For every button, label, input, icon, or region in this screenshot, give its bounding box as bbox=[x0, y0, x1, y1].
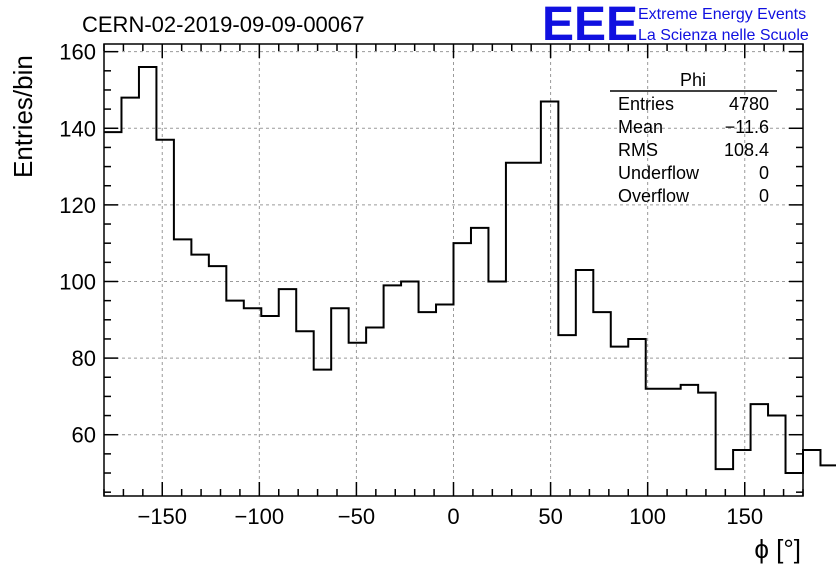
x-tick-label: 0 bbox=[447, 504, 459, 529]
x-tick-label: −50 bbox=[338, 504, 375, 529]
chart-title: CERN-02-2019-09-09-00067 bbox=[82, 12, 365, 37]
stats-label: Overflow bbox=[618, 186, 690, 206]
x-axis-title: ϕ [°] bbox=[754, 534, 801, 564]
eee-logo-mark: EEE bbox=[542, 0, 638, 51]
stats-value: 4780 bbox=[729, 94, 769, 114]
y-tick-label: 140 bbox=[59, 116, 96, 141]
y-tick-label: 100 bbox=[59, 269, 96, 294]
stats-value: −11.6 bbox=[725, 117, 769, 137]
stats-title: Phi bbox=[680, 70, 706, 90]
x-tick-label: 100 bbox=[629, 504, 666, 529]
y-tick-label: 60 bbox=[72, 423, 96, 448]
stats-label: RMS bbox=[618, 140, 658, 160]
x-tick-label: −100 bbox=[235, 504, 285, 529]
y-tick-label: 160 bbox=[59, 40, 96, 65]
x-tick-label: 150 bbox=[726, 504, 763, 529]
y-tick-label: 120 bbox=[59, 193, 96, 218]
stats-box: Phi Entries 4780 Mean −11.6 RMS 108.4 Underflo… bbox=[610, 70, 777, 206]
stats-label: Entries bbox=[618, 94, 674, 114]
x-tick-label: −150 bbox=[137, 504, 187, 529]
histogram-line bbox=[104, 65, 836, 475]
stats-value: 0 bbox=[759, 186, 769, 206]
axis-ticks bbox=[103, 44, 804, 496]
eee-logo-line2: La Scienza nelle Scuole bbox=[638, 27, 809, 44]
eee-logo-line1: Extreme Energy Events bbox=[638, 6, 806, 23]
x-tick-label: 50 bbox=[538, 504, 562, 529]
y-axis-title: Entries/bin bbox=[8, 55, 38, 178]
histogram-series bbox=[104, 65, 836, 475]
stats-value: 108.4 bbox=[724, 140, 769, 160]
eee-logo: EEE Extreme Energy Events La Scienza nel… bbox=[542, 0, 809, 51]
stats-label: Mean bbox=[618, 117, 663, 137]
y-tick-label: 80 bbox=[72, 346, 96, 371]
tick-labels: −150 −100 −50 0 50 100 150 60 80 100 120 140 160 bbox=[59, 40, 763, 529]
stats-value: 0 bbox=[759, 163, 769, 183]
stats-label: Underflow bbox=[618, 163, 700, 183]
